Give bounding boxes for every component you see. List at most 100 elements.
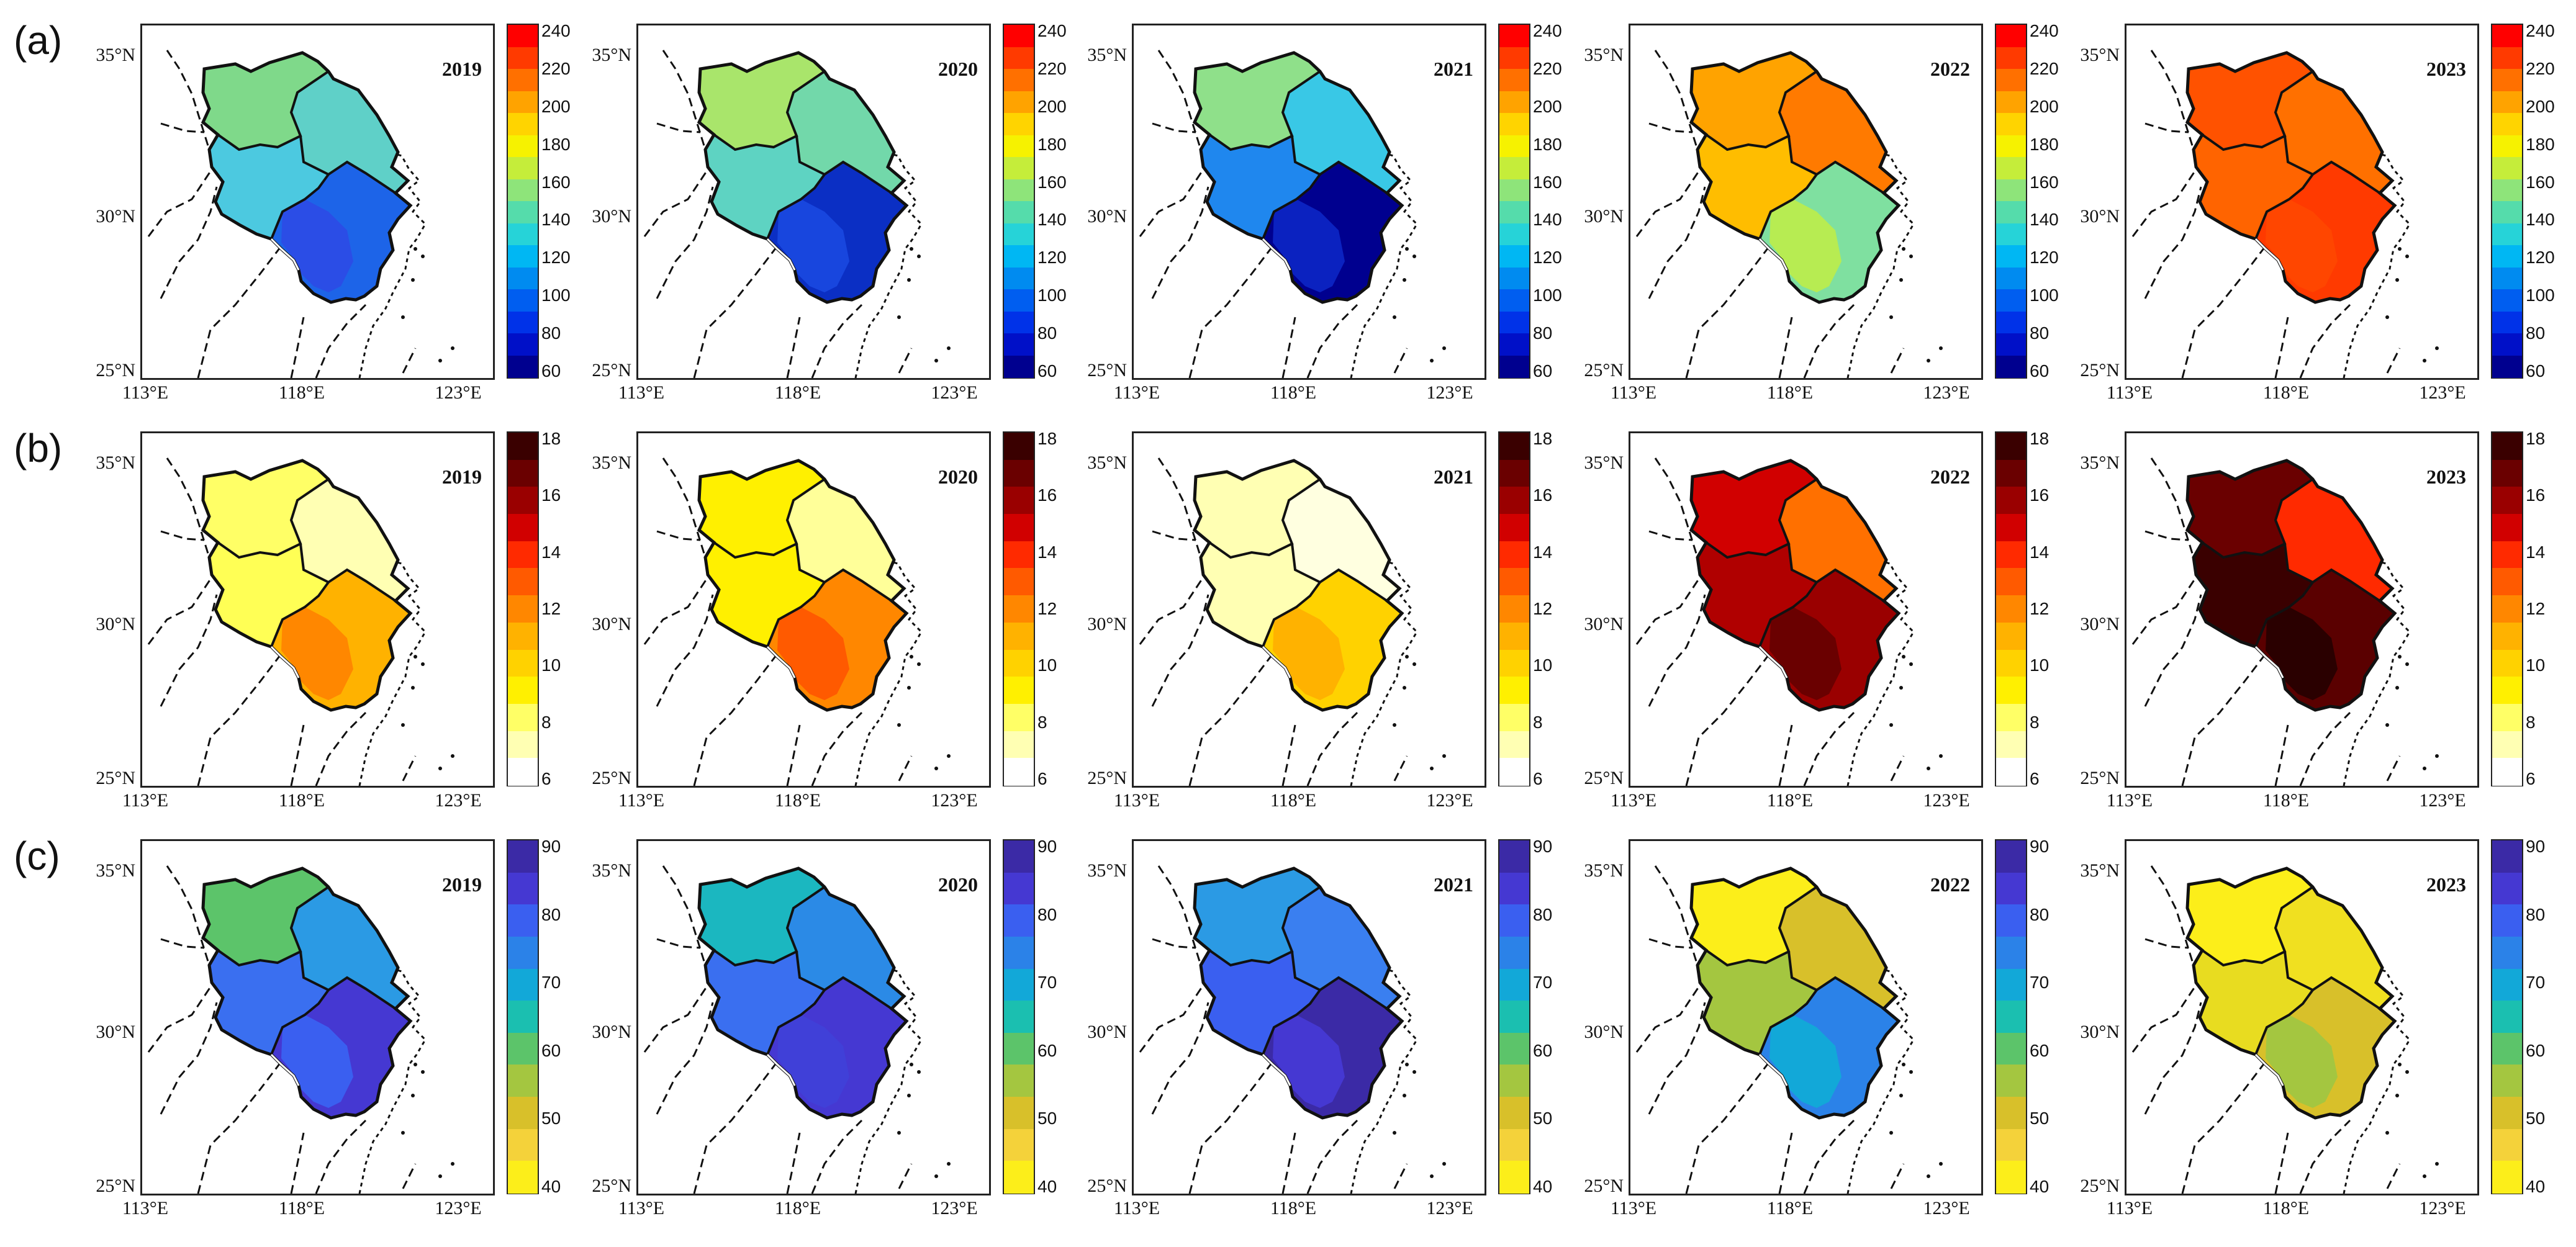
colorbar-segment: [1499, 622, 1529, 651]
neighbor-boundary: [693, 247, 777, 378]
colorbar-segment: [2492, 1001, 2522, 1033]
colorbar-segment: [2492, 677, 2522, 705]
neighbor-boundary: [197, 247, 281, 378]
colorbar-segment: [1499, 25, 1529, 48]
island-dot: [1902, 1063, 1905, 1066]
colorbar-tick-label: 80: [1037, 323, 1057, 343]
neighbor-boundary: [402, 348, 417, 374]
region-north: [699, 53, 825, 150]
province-border: [713, 886, 826, 967]
colorbar-segment: [1996, 25, 2026, 48]
colorbar-segment: [2492, 840, 2522, 873]
colorbar-segment: [508, 355, 538, 378]
colorbar-segment: [508, 568, 538, 596]
neighbor-boundary: [786, 1132, 801, 1194]
island-dot: [947, 754, 951, 758]
neighbor-boundary: [1306, 1119, 1358, 1194]
province-border: [1758, 581, 1818, 647]
province-border: [1262, 581, 1321, 647]
colorbar-tick-label: 120: [1533, 248, 1562, 268]
island-dot: [2398, 1063, 2402, 1066]
colorbar-tick-label: 10: [2526, 655, 2546, 675]
colorbar-tick-label: 240: [541, 21, 571, 40]
colorbar-segment: [1499, 311, 1529, 334]
colorbar-segment: [1004, 649, 1034, 678]
colorbar-tick-label: 140: [2526, 210, 2555, 230]
region-northeast: [1283, 71, 1399, 193]
region-outline: [201, 459, 413, 712]
colorbar-tick-label: 80: [1533, 904, 1553, 924]
neighbor-boundary: [197, 1063, 281, 1194]
colorbar-segment: [2492, 311, 2522, 334]
colorbar-tick-label: 60: [2030, 361, 2050, 380]
lat-tick-label: 35°N: [2080, 452, 2120, 473]
neighbor-boundary: [1188, 655, 1273, 786]
island-dot: [2405, 1070, 2409, 1074]
region-southwest: [2194, 135, 2313, 239]
colorbar-segment: [508, 311, 538, 334]
neighbor-boundary: [290, 1132, 305, 1194]
colorbar-segment: [1996, 355, 2026, 378]
region-southwest: [209, 542, 328, 647]
province-border: [1262, 173, 1321, 240]
lat-tick-label: 30°N: [96, 1022, 135, 1042]
lat-tick-label: 35°N: [96, 45, 135, 65]
colorbar-segment: [508, 223, 538, 246]
colorbar-segment: [2492, 1097, 2522, 1130]
province-border: [2284, 135, 2381, 194]
lon-tick-label: 118°E: [2262, 790, 2310, 811]
lat-tick-label: 30°N: [1087, 614, 1127, 634]
colorbar-tick-label: 160: [1533, 172, 1562, 192]
region-southwest: [1697, 542, 1817, 647]
region-north: [1691, 53, 1817, 150]
colorbar-segment: [1996, 1161, 2026, 1194]
colorbar-tick-label: 220: [541, 58, 571, 78]
neighbor-boundary: [2386, 1163, 2401, 1189]
colorbar-tick-label: 180: [1037, 134, 1067, 154]
colorbar-segment: [1996, 69, 2026, 92]
colorbar-segment: [1004, 459, 1034, 488]
province-border: [1705, 70, 1818, 151]
neighbor-boundary: [1152, 938, 1196, 949]
colorbar-segment: [1996, 677, 2026, 705]
map-svg: [1635, 865, 1943, 1194]
colorbar-segment: [508, 333, 538, 356]
colorbar-segment: [1004, 157, 1034, 180]
island-dot: [2385, 723, 2389, 727]
region-outline: [1192, 51, 1404, 304]
neighbor-boundary: [2299, 711, 2351, 786]
neighbor-boundary: [898, 348, 913, 374]
region-outline: [201, 867, 413, 1120]
colorbar-segment: [2492, 267, 2522, 290]
neighbor-boundary: [1890, 348, 1905, 374]
colorbar-segment: [508, 157, 538, 180]
colorbar-segment: [508, 758, 538, 786]
colorbar-tick-label: 50: [1533, 1109, 1553, 1128]
colorbar-segment: [1499, 677, 1529, 705]
colorbar-tick-label: 70: [2030, 973, 2050, 993]
region-outline: [2185, 51, 2397, 304]
island-dot: [917, 662, 921, 666]
colorbar-segment: [2492, 758, 2522, 786]
neighbor-boundary: [2181, 1063, 2266, 1194]
coast-highlight: [270, 1053, 300, 1086]
neighbor-boundary: [290, 317, 305, 378]
neighbor-boundary: [315, 304, 367, 378]
neighbor-boundary: [1635, 577, 1701, 645]
lat-tick-label: 25°N: [1087, 360, 1127, 380]
colorbar-tick-label: 70: [1533, 973, 1553, 993]
lat-tick-label: 30°N: [96, 614, 135, 634]
neighbor-boundary: [2144, 186, 2202, 299]
colorbar-segment: [508, 514, 538, 542]
colorbar: [1003, 24, 1035, 379]
lon-tick-label: 118°E: [278, 1198, 325, 1218]
island-dot: [1393, 1131, 1396, 1135]
neighbor-boundary: [290, 724, 305, 786]
island-dot: [2423, 767, 2426, 770]
neighbor-boundary: [1188, 1063, 1273, 1194]
colorbar-segment: [2492, 872, 2522, 906]
island-dot: [1442, 346, 1446, 350]
neighbor-boundary: [402, 755, 417, 781]
region-outline: [2185, 867, 2397, 1120]
neighbor-boundary: [811, 711, 863, 786]
